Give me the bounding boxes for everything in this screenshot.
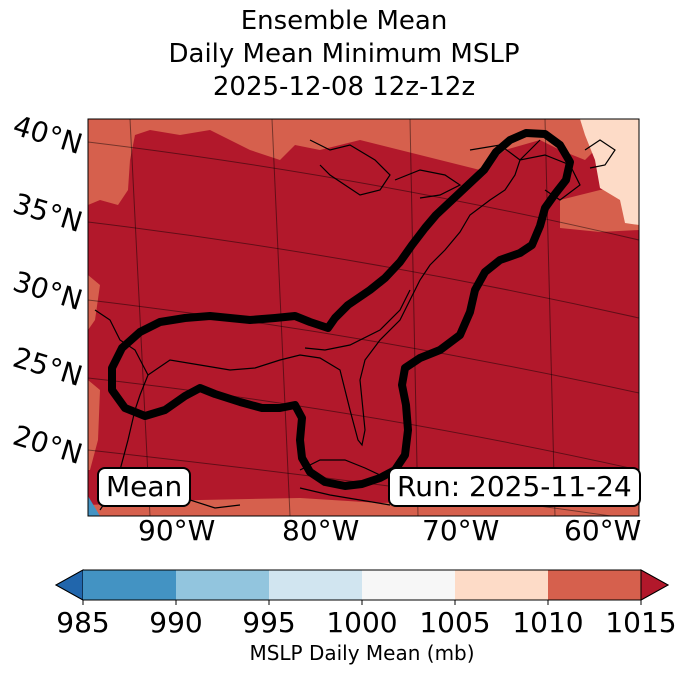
title-line-2: Daily Mean Minimum MSLP <box>168 39 520 69</box>
map-border <box>87 118 640 517</box>
title-line-3: 2025-12-08 12z-12z <box>212 72 476 102</box>
pressure-field-blue-corner <box>88 496 100 516</box>
colorbar-label: MSLP Daily Mean (mb) <box>249 641 475 665</box>
colorbar-bin-1000-1005 <box>362 570 455 600</box>
colorbar-tick-985: 985 <box>56 606 110 639</box>
pressure-field-mid-red-north <box>88 119 639 205</box>
colorbar-underflow-arrow <box>54 569 84 601</box>
mslp-contour-line <box>108 129 574 490</box>
colorbar-overflow-arrow <box>640 569 670 601</box>
colorbar-tick-1015: 1015 <box>605 606 677 639</box>
colorbar-tick-1005: 1005 <box>419 606 491 639</box>
title-line-1: Ensemble Mean <box>240 6 448 36</box>
pressure-field-mid-red-west <box>88 275 100 470</box>
colorbar-bin-990-995 <box>176 570 269 600</box>
colorbar-tick-1010: 1010 <box>512 606 584 639</box>
colorbar-tick-995: 995 <box>242 606 296 639</box>
colorbar-bin-985-990 <box>83 570 176 600</box>
colorbar-tick-990: 990 <box>149 606 203 639</box>
lon-label-90w: 90°W <box>138 514 216 547</box>
colorbar <box>54 569 670 605</box>
lon-label-60w: 60°W <box>564 514 642 547</box>
colorbar-tick-1000: 1000 <box>326 606 398 639</box>
colorbar-bin-995-1000 <box>269 570 362 600</box>
colorbar-bin-1010-1015 <box>548 570 641 600</box>
run-date-box: Run: 2025-11-24 <box>388 467 641 507</box>
map-area <box>88 119 639 516</box>
lon-label-70w: 70°W <box>422 514 500 547</box>
pressure-field-mid-red-south <box>88 498 639 516</box>
mean-label-box: Mean <box>97 467 192 507</box>
pressure-field-light-pink <box>580 119 639 225</box>
lon-label-80w: 80°W <box>282 514 360 547</box>
colorbar-bin-1005-1010 <box>455 570 548 600</box>
